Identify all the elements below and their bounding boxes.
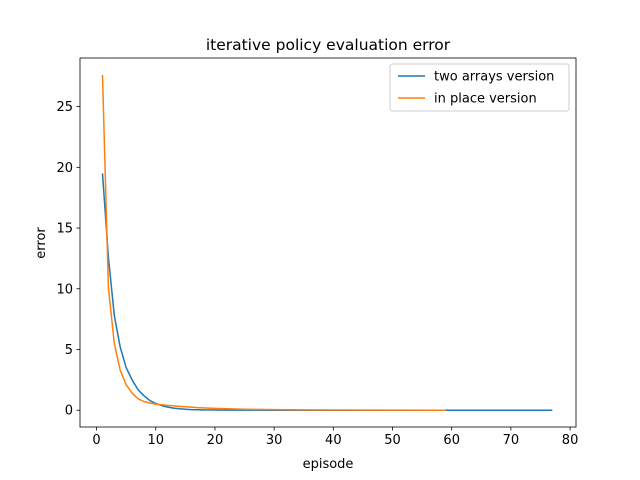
y-tick-label: 10: [56, 282, 73, 297]
chart-title: iterative policy evaluation error: [206, 36, 451, 54]
y-tick-label: 15: [56, 222, 73, 237]
x-tick-label: 40: [325, 433, 342, 448]
legend-label-0: two arrays version: [434, 70, 554, 85]
x-tick-label: 0: [92, 433, 100, 448]
series-line-1: [101, 74, 446, 411]
x-tick-label: 60: [443, 433, 460, 448]
x-tick-label: 70: [503, 433, 520, 448]
plot-area: 0 10 20 30 40 50 60 70 80 0 5 10 15 20 25: [56, 57, 579, 448]
axes-frame: [79, 57, 577, 428]
x-tick-label: 30: [266, 433, 283, 448]
x-tick-label: 10: [147, 433, 164, 448]
y-tick-label: 0: [65, 404, 73, 419]
legend: two arrays version in place version: [389, 63, 570, 112]
y-tick-label: 25: [56, 100, 73, 115]
y-tick-label: 5: [65, 343, 73, 358]
x-tick-label: 20: [207, 433, 224, 448]
x-axis-label: episode: [303, 457, 354, 472]
x-tick-label: 50: [384, 433, 401, 448]
x-tick-label: 80: [562, 433, 579, 448]
y-tick-label: 20: [56, 161, 73, 176]
legend-box: [389, 63, 570, 112]
y-axis-label: error: [34, 227, 49, 259]
legend-label-1: in place version: [434, 92, 537, 107]
